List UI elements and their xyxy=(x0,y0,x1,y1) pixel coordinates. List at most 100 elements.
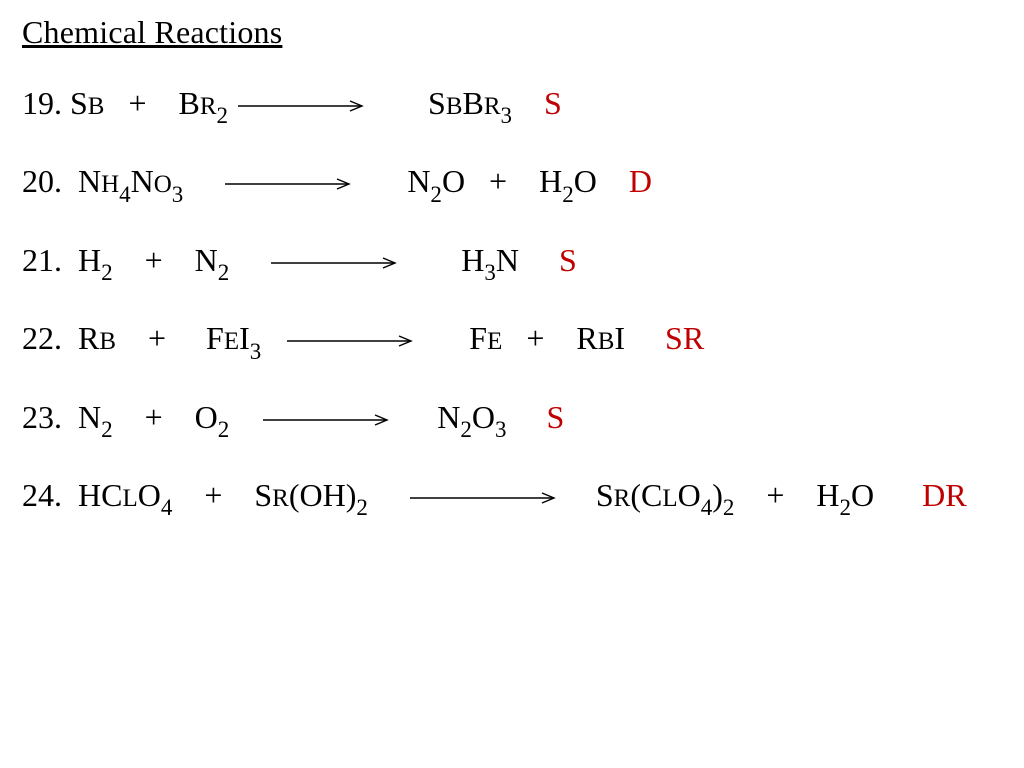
formula-text: N xyxy=(131,163,154,199)
formula-text: + R xyxy=(502,320,597,356)
formula-subscript: 3 xyxy=(484,259,496,285)
formula-text: O xyxy=(138,477,161,513)
formula-smallcap: H xyxy=(101,171,119,198)
formula-text: O xyxy=(574,163,629,199)
reaction-type-answer: DR xyxy=(922,479,966,511)
formula-subscript: 2 xyxy=(460,416,472,442)
formula-text: + N xyxy=(113,242,218,278)
formula-subscript: 4 xyxy=(701,494,713,520)
reaction-row: 19. SB + BR2 SBBR3 S xyxy=(22,87,1002,125)
reaction-number: 24. xyxy=(22,479,62,511)
formula-text: + B xyxy=(104,85,199,121)
formula-text: N xyxy=(62,399,101,435)
formula-text: N xyxy=(389,399,460,435)
reaction-arrow-icon xyxy=(269,253,397,271)
reaction-rhs: N2O3 xyxy=(389,401,546,439)
reaction-arrow-icon xyxy=(236,96,364,114)
reaction-lhs: NH4NO3 xyxy=(62,165,223,203)
formula-subscript: 4 xyxy=(119,181,131,207)
formula-smallcap: B xyxy=(598,328,615,355)
formula-smallcap: E xyxy=(487,328,502,355)
reaction-type-answer: D xyxy=(629,165,652,197)
formula-smallcap: R xyxy=(272,485,289,512)
formula-text: + O xyxy=(113,399,218,435)
formula-text: O xyxy=(472,399,495,435)
reaction-type-answer: S xyxy=(559,244,577,276)
formula-subscript: 2 xyxy=(101,416,113,442)
reaction-row: 22. RB + FEI3 FE + RBI SR xyxy=(22,322,1002,360)
formula-text: HC xyxy=(62,477,122,513)
formula-smallcap: B xyxy=(88,93,105,120)
formula-text: + F xyxy=(116,320,224,356)
formula-smallcap: R xyxy=(484,93,501,120)
formula-subscript: 2 xyxy=(101,259,113,285)
formula-text: F xyxy=(413,320,487,356)
formula-text xyxy=(228,85,236,121)
formula-subscript: 3 xyxy=(172,181,184,207)
formula-subscript: 2 xyxy=(217,102,229,128)
reaction-number: 22. xyxy=(22,322,62,354)
reaction-lhs: N2 + O2 xyxy=(62,401,261,439)
formula-text: S xyxy=(364,85,446,121)
reaction-rhs: H3N xyxy=(397,244,559,282)
formula-text: H xyxy=(397,242,484,278)
formula-text xyxy=(261,320,285,356)
document-page: Chemical Reactions 19. SB + BR2 SBBR3 S2… xyxy=(0,0,1024,572)
reaction-rhs: N2O + H2O xyxy=(351,165,629,203)
formula-text: (OH) xyxy=(289,477,357,513)
formula-text xyxy=(368,477,408,513)
formula-smallcap: L xyxy=(122,485,137,512)
formula-text xyxy=(229,242,269,278)
formula-smallcap: O xyxy=(154,171,172,198)
page-title: Chemical Reactions xyxy=(22,14,1002,51)
formula-subscript: 2 xyxy=(562,181,574,207)
formula-smallcap: R xyxy=(200,93,217,120)
formula-subscript: 2 xyxy=(723,494,735,520)
formula-smallcap: E xyxy=(224,328,239,355)
reaction-lhs: SB + BR2 xyxy=(62,87,236,125)
formula-text: + H xyxy=(734,477,839,513)
formula-subscript: 2 xyxy=(356,494,368,520)
formula-text xyxy=(512,85,544,121)
formula-text: O xyxy=(678,477,701,513)
reaction-row: 21. H2 + N2 H3N S xyxy=(22,244,1002,282)
formula-text: S xyxy=(556,477,614,513)
formula-text: S xyxy=(62,85,88,121)
reaction-arrow-icon xyxy=(223,174,351,192)
formula-subscript: 2 xyxy=(218,259,230,285)
reaction-arrow-icon xyxy=(285,331,413,349)
reaction-lhs: H2 + N2 xyxy=(62,244,269,282)
formula-text: N xyxy=(351,163,430,199)
reaction-list: 19. SB + BR2 SBBR3 S20. NH4NO3 N2O + H2O… xyxy=(22,87,1002,518)
formula-subscript: 2 xyxy=(218,416,230,442)
formula-smallcap: B xyxy=(446,93,463,120)
reaction-row: 23. N2 + O2 N2O3 S xyxy=(22,401,1002,439)
reaction-rhs: SR(CLO4)2 + H2O xyxy=(556,479,922,517)
formula-text: R xyxy=(62,320,99,356)
formula-text: + S xyxy=(172,477,272,513)
reaction-number: 23. xyxy=(22,401,62,433)
reaction-arrow-icon xyxy=(408,488,556,506)
reaction-rhs: SBBR3 xyxy=(364,87,544,125)
formula-text: (C xyxy=(630,477,662,513)
formula-smallcap: L xyxy=(662,485,677,512)
reaction-arrow-icon xyxy=(261,410,389,428)
formula-text: N xyxy=(496,242,559,278)
formula-text: ) xyxy=(712,477,723,513)
reaction-type-answer: S xyxy=(547,401,565,433)
formula-text xyxy=(183,163,223,199)
formula-text: N xyxy=(62,163,101,199)
formula-text: I xyxy=(239,320,250,356)
formula-subscript: 3 xyxy=(250,338,262,364)
formula-subscript: 3 xyxy=(495,416,507,442)
reaction-type-answer: SR xyxy=(665,322,704,354)
reaction-row: 24. HCLO4 + SR(OH)2 SR(CLO4)2 + H2O DR xyxy=(22,479,1002,517)
formula-text: O + H xyxy=(442,163,562,199)
formula-subscript: 3 xyxy=(500,102,512,128)
reaction-number: 20. xyxy=(22,165,62,197)
formula-subscript: 2 xyxy=(840,494,852,520)
reaction-number: 21. xyxy=(22,244,62,276)
formula-smallcap: R xyxy=(614,485,631,512)
reaction-lhs: RB + FEI3 xyxy=(62,322,285,360)
formula-text: O xyxy=(851,477,922,513)
